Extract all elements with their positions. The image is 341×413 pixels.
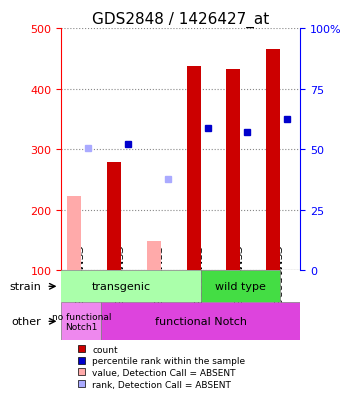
- Text: functional Notch: functional Notch: [154, 316, 247, 327]
- Text: wild type: wild type: [215, 282, 266, 292]
- Bar: [266, 50, 280, 271]
- FancyBboxPatch shape: [42, 271, 201, 303]
- Bar: [67, 197, 81, 271]
- FancyBboxPatch shape: [101, 303, 300, 340]
- Bar: [107, 162, 121, 271]
- Legend: count, percentile rank within the sample, value, Detection Call = ABSENT, rank, : count, percentile rank within the sample…: [78, 345, 246, 389]
- Text: transgenic: transgenic: [91, 282, 151, 292]
- Bar: [187, 67, 201, 271]
- Text: no functional
Notch1: no functional Notch1: [51, 312, 111, 331]
- Bar: [226, 70, 240, 271]
- Text: other: other: [12, 316, 42, 327]
- Title: GDS2848 / 1426427_at: GDS2848 / 1426427_at: [92, 12, 269, 28]
- Bar: [147, 242, 161, 271]
- Text: strain: strain: [10, 282, 42, 292]
- FancyBboxPatch shape: [61, 303, 101, 340]
- FancyBboxPatch shape: [201, 271, 280, 303]
